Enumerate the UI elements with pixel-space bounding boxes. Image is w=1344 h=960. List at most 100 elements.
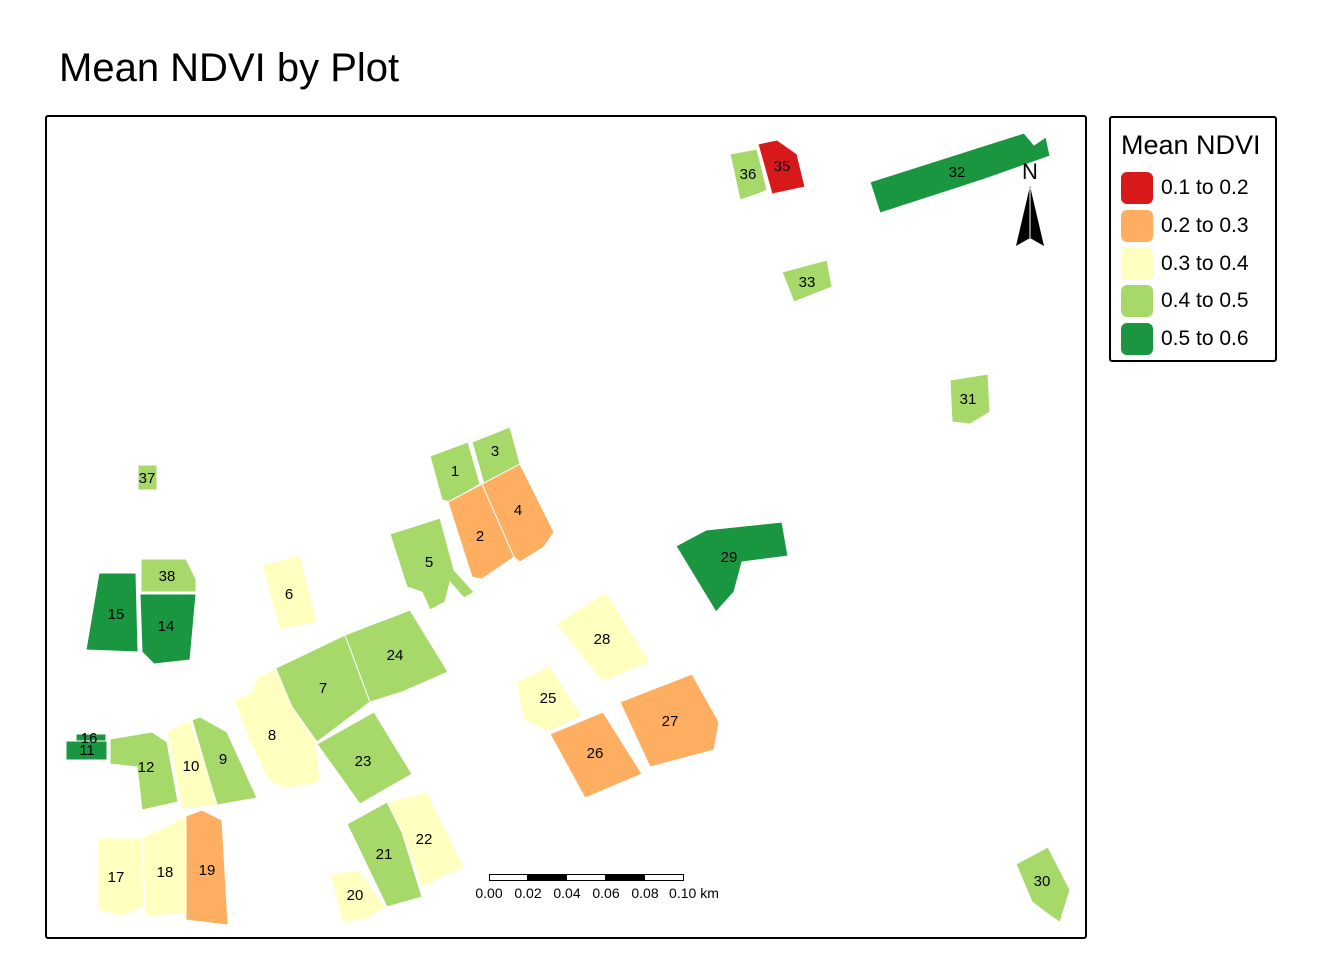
plot-polygon-24 xyxy=(344,609,449,703)
scale-segment xyxy=(644,874,684,881)
plot-label-24: 24 xyxy=(387,647,404,664)
plot-label-29: 29 xyxy=(721,549,738,566)
legend-swatch xyxy=(1121,172,1153,204)
scale-segment xyxy=(605,874,645,881)
legend-title: Mean NDVI xyxy=(1121,130,1261,160)
scale-tick-label: 0.08 xyxy=(631,885,659,901)
legend-item: 0.4 to 0.5 xyxy=(1121,285,1249,317)
plot-label-6: 6 xyxy=(285,586,293,603)
plot-label-38: 38 xyxy=(159,568,176,585)
plot-polygon-6 xyxy=(261,554,318,631)
plot-polygon-15 xyxy=(85,572,139,653)
plot-label-16: 16 xyxy=(81,730,98,747)
plot-polygon-21 xyxy=(346,801,423,908)
legend-swatch xyxy=(1121,248,1153,280)
plot-polygon-17 xyxy=(97,837,145,917)
north-label: N xyxy=(1022,159,1038,184)
plot-label-17: 17 xyxy=(108,869,125,886)
plot-polygon-23 xyxy=(316,711,413,805)
legend-item: 0.1 to 0.2 xyxy=(1121,172,1249,204)
north-arrow: N xyxy=(1014,160,1046,250)
scale-tick-label: 0.10 km xyxy=(669,885,719,901)
north-arrow-icon xyxy=(1016,186,1044,246)
plot-label-9: 9 xyxy=(219,751,227,768)
plot-label-7: 7 xyxy=(319,680,327,697)
plot-label-21: 21 xyxy=(376,846,393,863)
plot-polygon-16 xyxy=(75,733,107,742)
legend-label: 0.5 to 0.6 xyxy=(1161,327,1249,350)
plot-label-1: 1 xyxy=(451,463,459,480)
plot-label-18: 18 xyxy=(157,864,174,881)
plot-polygon-35 xyxy=(757,139,806,195)
plot-polygon-30 xyxy=(1015,846,1071,923)
map-title: Mean NDVI by Plot xyxy=(59,46,400,90)
scale-tick-label: 0.02 xyxy=(514,885,542,901)
legend-swatch xyxy=(1121,210,1153,242)
plot-label-32: 32 xyxy=(949,164,966,181)
plot-label-37: 37 xyxy=(139,470,156,487)
plot-label-12: 12 xyxy=(138,759,155,776)
legend-label: 0.1 to 0.2 xyxy=(1161,176,1249,199)
plot-label-10: 10 xyxy=(183,758,200,775)
plot-label-14: 14 xyxy=(158,618,175,635)
scale-segment xyxy=(489,874,528,881)
scale-tick-label: 0.06 xyxy=(592,885,620,901)
plot-label-27: 27 xyxy=(662,713,679,730)
plot-polygon-5 xyxy=(389,517,475,611)
plot-label-36: 36 xyxy=(740,166,757,183)
plot-polygon-38 xyxy=(140,558,197,593)
plot-polygon-4 xyxy=(481,463,555,563)
plot-label-31: 31 xyxy=(960,391,977,408)
map-panel: 1 2 3 4 5 6 7 8 9 10 11 12 14 15 16 17 18 19 20 21 22 23 24 25 2… xyxy=(45,115,1087,939)
scale-segment xyxy=(527,874,567,881)
plot-label-5: 5 xyxy=(425,554,433,571)
plot-label-26: 26 xyxy=(587,745,604,762)
plot-polygon-12 xyxy=(109,731,179,811)
plot-polygon-14 xyxy=(139,593,197,665)
plot-label-30: 30 xyxy=(1034,873,1051,890)
scale-segment xyxy=(566,874,606,881)
plot-polygon-25 xyxy=(515,665,583,733)
map-legend: Mean NDVI 0.1 to 0.2 0.2 to 0.3 0.3 to 0… xyxy=(1109,116,1277,362)
legend-item: 0.2 to 0.3 xyxy=(1121,210,1249,242)
legend-swatch xyxy=(1121,323,1153,355)
scale-bar: 0.00 0.02 0.04 0.06 0.08 0.10 km xyxy=(472,872,742,906)
plot-label-35: 35 xyxy=(774,158,791,175)
plot-polygon-33 xyxy=(781,259,833,303)
plot-polygon-31 xyxy=(949,373,991,425)
plot-polygon-26 xyxy=(549,711,643,799)
legend-label: 0.4 to 0.5 xyxy=(1161,289,1249,312)
scale-tick-label: 0.00 xyxy=(475,885,503,901)
plot-label-22: 22 xyxy=(416,831,433,848)
plot-polygon-20 xyxy=(329,869,387,923)
plot-polygon-28 xyxy=(555,591,651,683)
plot-label-3: 3 xyxy=(491,443,499,460)
scale-tick-label: 0.04 xyxy=(553,885,581,901)
plot-polygon-27 xyxy=(619,673,720,768)
plot-polygon-22 xyxy=(386,791,465,888)
plot-polygon-8 xyxy=(233,668,321,790)
plot-polygon-2 xyxy=(447,483,515,580)
plot-label-11: 11 xyxy=(79,742,95,759)
plot-polygon-29 xyxy=(675,521,789,613)
plot-label-4: 4 xyxy=(514,502,522,519)
plot-label-25: 25 xyxy=(540,690,557,707)
plot-label-8: 8 xyxy=(268,727,276,744)
legend-item: 0.3 to 0.4 xyxy=(1121,248,1249,280)
legend-swatch xyxy=(1121,285,1153,317)
plot-polygon-32 xyxy=(869,132,1051,214)
plot-label-33: 33 xyxy=(799,274,816,291)
plot-label-15: 15 xyxy=(108,606,125,623)
legend-label: 0.2 to 0.3 xyxy=(1161,214,1249,237)
legend-item: 0.5 to 0.6 xyxy=(1121,323,1249,355)
plot-polygon-19 xyxy=(185,809,229,926)
plot-label-23: 23 xyxy=(355,753,372,770)
plot-label-20: 20 xyxy=(347,887,364,904)
plot-polygon-36 xyxy=(729,148,768,201)
plot-polygon-10 xyxy=(166,719,218,810)
plot-label-2: 2 xyxy=(476,528,484,545)
legend-label: 0.3 to 0.4 xyxy=(1161,252,1249,275)
plot-polygon-37 xyxy=(137,464,158,491)
plot-label-19: 19 xyxy=(199,862,216,879)
